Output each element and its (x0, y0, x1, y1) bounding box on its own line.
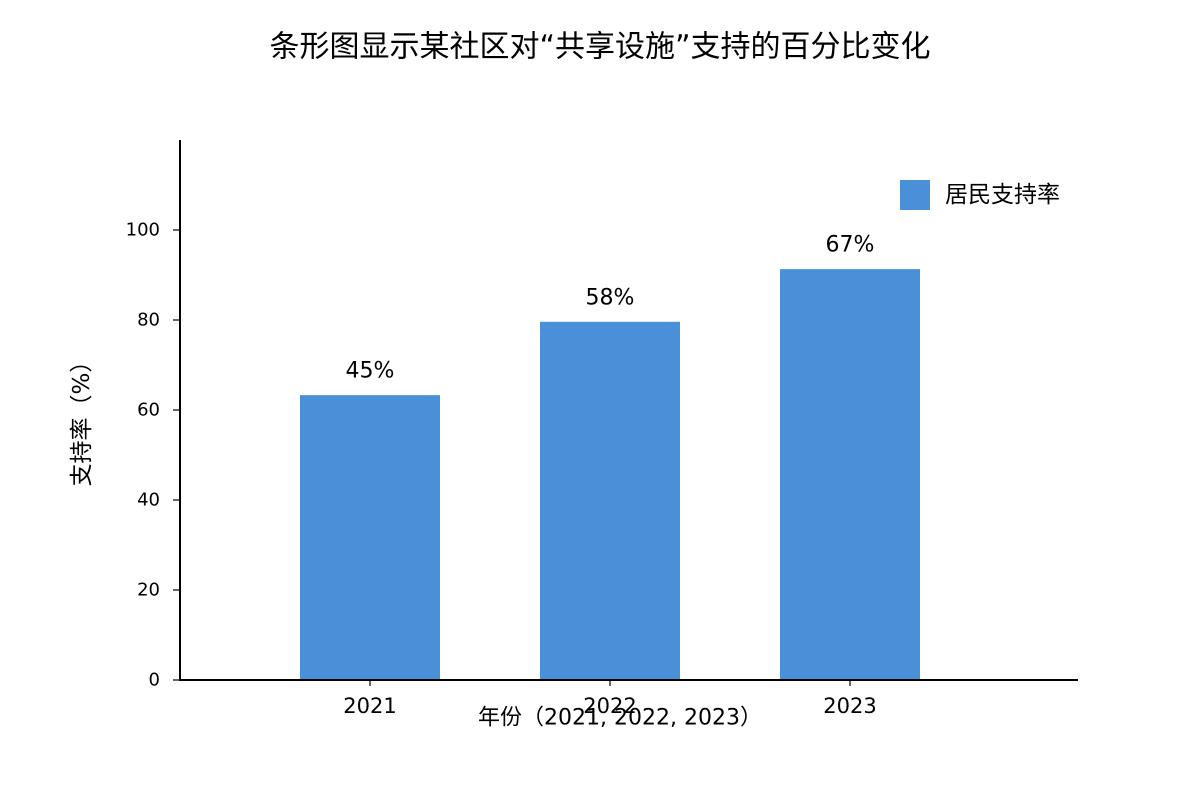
y-tick-label-60: 60 (137, 400, 160, 421)
y-tick-label-80: 80 (137, 310, 160, 331)
legend-label: 居民支持率 (945, 182, 1060, 208)
legend: 居民支持率 (900, 180, 1060, 210)
chart-title: 条形图显示某社区对“共享设施”支持的百分比变化 (269, 30, 930, 65)
bar-2023 (780, 269, 920, 680)
y-axis-title: 支持率（%） (69, 350, 95, 487)
x-tick-label-2022: 2022 (583, 694, 636, 718)
data-label-2021: 45% (346, 359, 395, 384)
x-axis-title: 年份（2021, 2022, 2023） (478, 706, 762, 731)
data-label-2022: 58% (586, 285, 635, 310)
plot-area: 45% 2021 58% 2022 67% 2023 0 20 40 60 80 100 (126, 140, 1078, 718)
y-tick-label-40: 40 (137, 490, 160, 511)
y-tick-label-0: 0 (149, 670, 160, 691)
y-tick-label-100: 100 (126, 220, 160, 241)
data-label-2023: 67% (826, 233, 875, 258)
y-tick-label-20: 20 (137, 580, 160, 601)
bar-2021 (300, 395, 440, 680)
legend-swatch (900, 180, 930, 210)
bar-2022 (540, 321, 680, 680)
x-tick-label-2023: 2023 (823, 694, 876, 718)
x-tick-label-2021: 2021 (343, 694, 396, 718)
